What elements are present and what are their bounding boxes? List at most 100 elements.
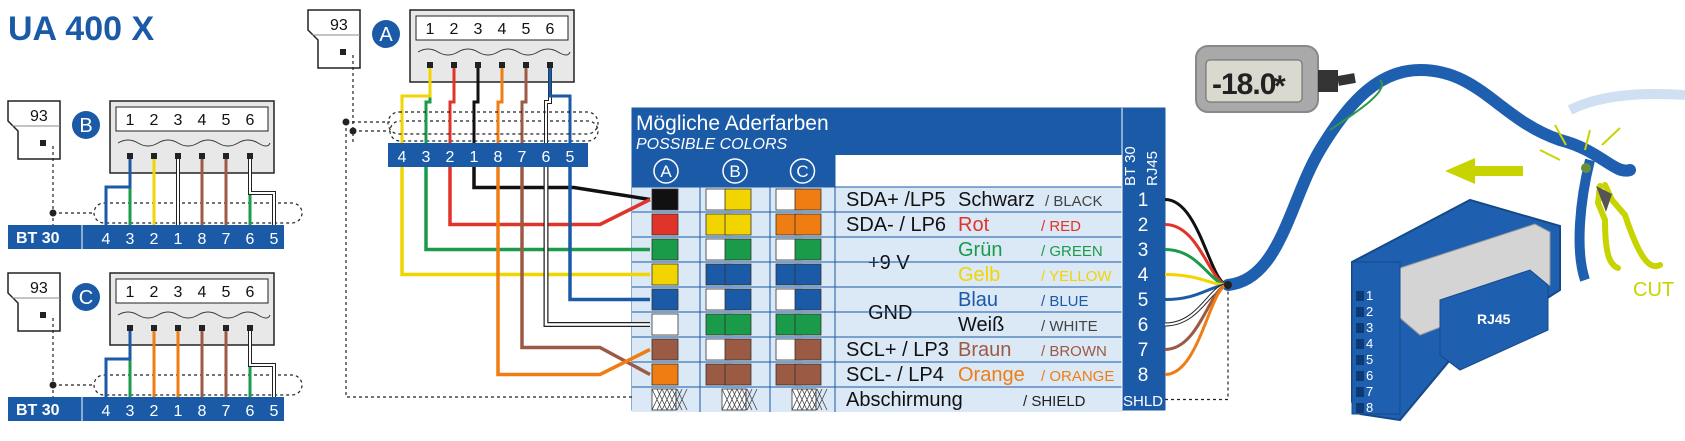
terminal-pin-number: 6 <box>546 21 555 38</box>
pin-number: 3 <box>1138 240 1149 261</box>
color-swatch <box>724 238 752 261</box>
terminal-pin-number: 1 <box>126 284 135 301</box>
connector-c-panel: 93 C 1 2 3 4 5 6BT 30 4 3 2 1 8 7 6 5 <box>7 272 303 421</box>
terminal-pin-number: 1 <box>426 21 435 38</box>
plug-number: 93 <box>30 108 48 125</box>
color-name-de: Grün <box>958 239 1002 261</box>
color-name-de: Blau <box>958 289 998 311</box>
color-swatch <box>651 288 679 311</box>
table-title-de: Mögliche Aderfarben <box>636 112 829 135</box>
color-name-de: Braun <box>958 339 1011 361</box>
color-swatch <box>651 263 679 286</box>
connector-letter: A <box>379 24 393 46</box>
color-swatch <box>724 213 752 236</box>
bt30-pin-number: 1 <box>470 149 479 166</box>
signal-label: +9 V <box>868 252 910 274</box>
color-name-en: / GREEN <box>1041 243 1103 260</box>
bt30-pin-number: 5 <box>270 231 279 248</box>
column-letter: A <box>660 162 672 181</box>
signal-label: SCL- / LP4 <box>846 364 944 386</box>
bt30-strip <box>8 397 284 421</box>
wiring-lines <box>342 68 1232 401</box>
color-name-en: / BROWN <box>1041 343 1107 360</box>
bt30-pin-number: 2 <box>150 231 159 248</box>
terminal-pin-number: 1 <box>126 112 135 129</box>
snowflake-icon: * <box>1274 70 1286 103</box>
color-swatch <box>651 238 679 261</box>
rj45-pin-number: 6 <box>1366 368 1373 383</box>
terminal-screw <box>223 325 229 331</box>
bt30-pin-number: 7 <box>222 403 231 420</box>
terminal-pin-number: 5 <box>222 284 231 301</box>
plug-number: 93 <box>330 17 348 34</box>
thermometer-display: -18.0 * <box>1195 45 1356 113</box>
bt30-pin-number: 8 <box>494 149 503 166</box>
color-swatch <box>794 288 822 311</box>
arrow-shaft <box>1475 166 1523 176</box>
column-letter-badge <box>789 158 816 184</box>
terminal-screw <box>151 153 157 159</box>
color-name-en: / SHIELD <box>1023 393 1086 410</box>
bt30-strip <box>8 225 284 249</box>
terminal-screw <box>199 153 205 159</box>
signal-label: Abschirmung <box>846 389 963 411</box>
terminal-screw <box>247 153 253 159</box>
bt30-header: BT 30 <box>1122 146 1139 186</box>
sensor-cable-illustration <box>1222 63 1685 291</box>
bt30-pin-number: 4 <box>398 149 407 166</box>
rj45-label: RJ45 <box>1477 311 1511 327</box>
terminal-pin-number: 2 <box>450 21 459 38</box>
pin-number: 2 <box>1138 215 1149 236</box>
signal-label: GND <box>868 302 912 324</box>
terminal-pin-number: 5 <box>522 21 531 38</box>
page-title: UA 400 X <box>8 10 154 48</box>
color-swatch <box>651 213 679 236</box>
color-name-en: / YELLOW <box>1041 268 1112 285</box>
terminal-screw <box>427 62 433 68</box>
wire-cutter-icon <box>1539 124 1663 271</box>
column-letter: B <box>729 162 740 181</box>
connector-letter-badge <box>72 111 100 139</box>
color-swatch <box>724 338 752 361</box>
bt30-pin-number: 3 <box>422 149 431 166</box>
plug-icon <box>7 100 61 160</box>
terminal-screw <box>151 325 157 331</box>
terminal-pin-number: 4 <box>198 284 207 301</box>
color-name-en: / RED <box>1041 218 1081 235</box>
terminal-screw <box>175 153 181 159</box>
terminal-screw <box>127 153 133 159</box>
color-swatch <box>794 313 822 336</box>
color-swatch <box>724 313 752 336</box>
color-name-de: Gelb <box>958 264 1000 286</box>
color-swatch <box>794 263 822 286</box>
bt30-strip <box>388 143 588 167</box>
color-name-en: / ORANGE <box>1041 368 1114 385</box>
pin-number: 5 <box>1138 290 1149 311</box>
plug-number: 93 <box>30 280 48 297</box>
color-swatch <box>651 313 679 336</box>
terminal-pin-number: 2 <box>150 112 159 129</box>
color-swatch <box>651 188 679 211</box>
color-name-de: Rot <box>958 214 990 236</box>
bt30-pin-number: 8 <box>198 231 207 248</box>
color-swatch <box>724 288 752 311</box>
connector-a-panel: 93 A 1 2 3 4 5 64 3 2 1 8 7 6 5 <box>307 9 599 167</box>
bt30-pin-number: 1 <box>174 403 183 420</box>
color-name-en: / BLUE <box>1041 293 1089 310</box>
bt30-label: BT 30 <box>16 230 60 247</box>
terminal-pin-number: 4 <box>498 21 507 38</box>
terminal-screw <box>247 325 253 331</box>
bt30-pin-number: 5 <box>566 149 575 166</box>
color-name-de: Weiß <box>958 314 1004 336</box>
pin-number: 4 <box>1138 265 1149 286</box>
connector-letter: B <box>79 115 92 137</box>
terminal-screw <box>499 62 505 68</box>
terminal-screw <box>547 62 553 68</box>
terminal-screw <box>523 62 529 68</box>
bt30-pin-number: 7 <box>518 149 527 166</box>
color-name-en: / BLACK <box>1045 193 1103 210</box>
plug-icon <box>7 272 61 332</box>
terminal-screw <box>199 325 205 331</box>
pin-number: SHLD <box>1123 393 1163 410</box>
color-table: Mögliche Aderfarben POSSIBLE COLORS BT 3… <box>631 107 1166 412</box>
